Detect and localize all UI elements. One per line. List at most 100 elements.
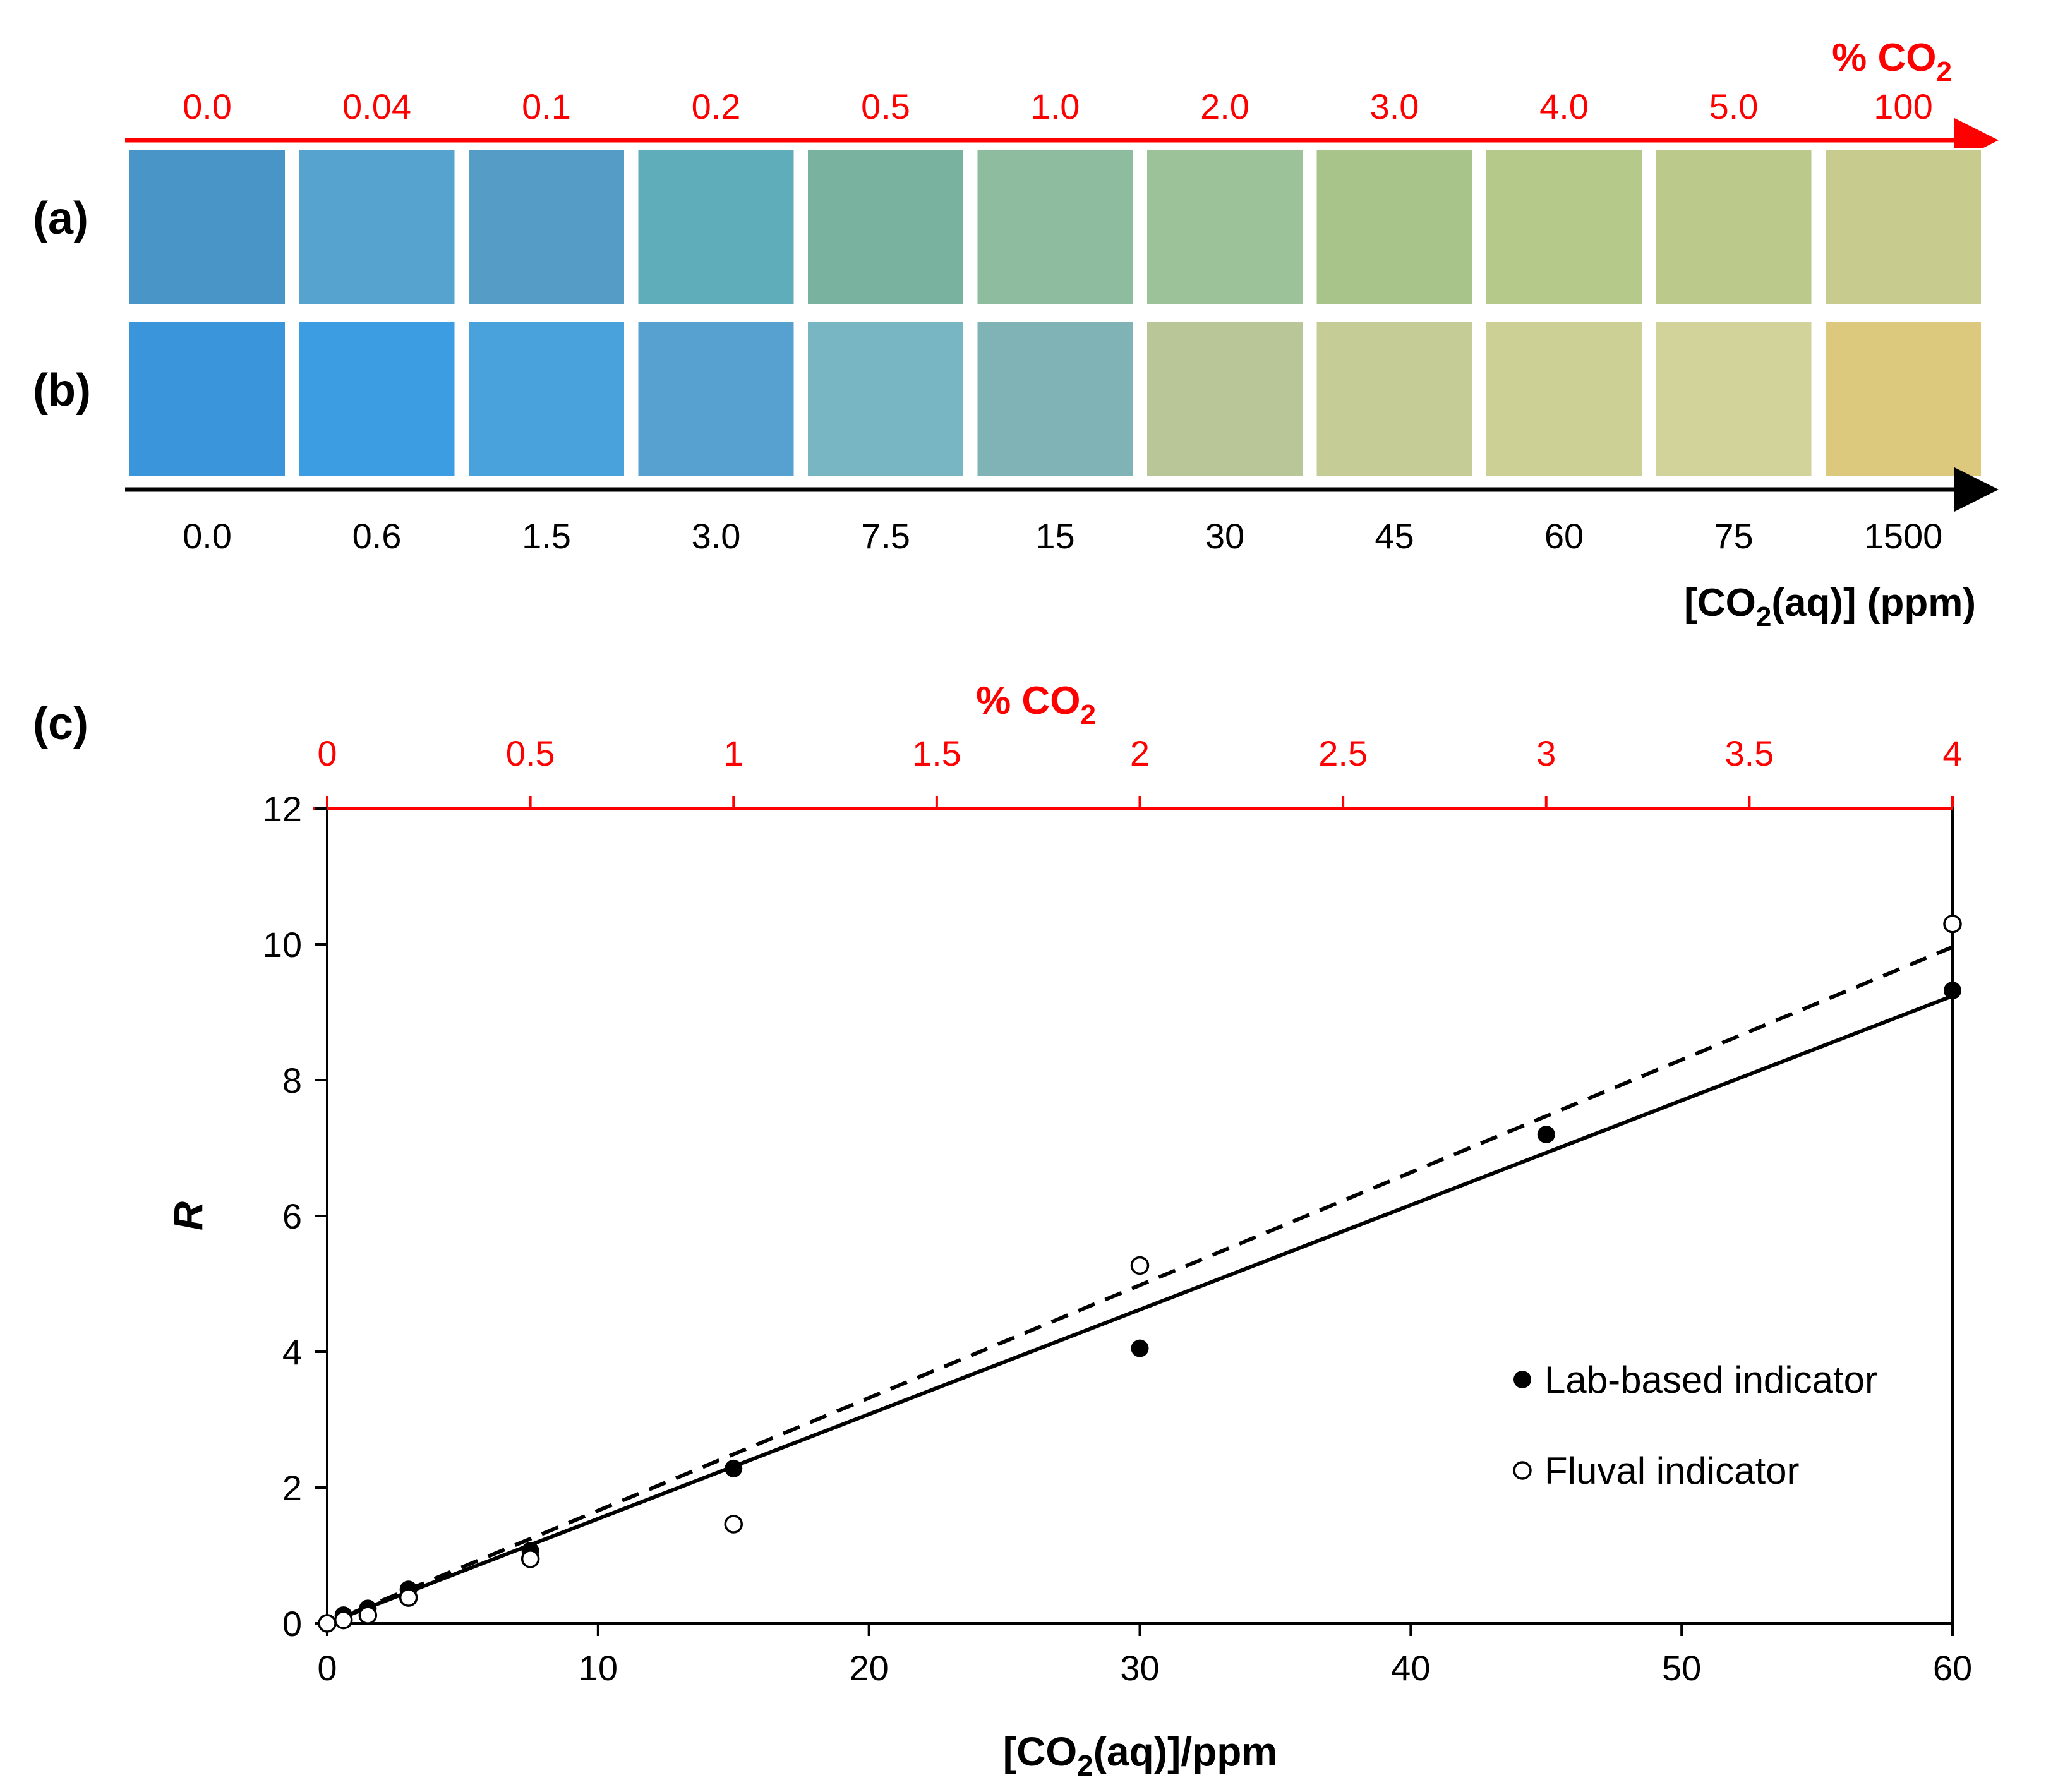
swatch-a-6 [1145, 148, 1305, 307]
top-tick-label-8: 4 [1942, 733, 1962, 773]
fit-lines [326, 945, 1954, 1625]
strip-bottom-tick-8: 60 [1544, 516, 1584, 556]
x-axis-ticks: 0 10 20 30 40 50 60 [317, 1623, 1972, 1688]
y-axis-label: R [165, 1201, 211, 1230]
y-tick-label-1: 2 [282, 1468, 302, 1508]
top-tick-label-7: 3.5 [1724, 733, 1774, 773]
strip-top-tick-4: 0.5 [861, 87, 910, 126]
swatch-a-8 [1484, 148, 1644, 307]
y-tick-label-4: 8 [282, 1061, 302, 1100]
strip-top-tick-5: 1.0 [1031, 87, 1080, 126]
chart-top-axis-title: % CO2 [976, 679, 1096, 730]
point-fluval-3 [399, 1588, 418, 1607]
point-fluval-5 [724, 1515, 743, 1534]
swatch-a-3 [635, 148, 797, 307]
swatch-a-0 [127, 148, 287, 307]
point-fluval-0 [318, 1614, 337, 1633]
legend-marker-lab [1513, 1371, 1531, 1388]
strip-bottom-tick-4: 7.5 [861, 516, 910, 556]
chart-c: % CO2 0 0.5 1 1.5 2 2.5 3 3.5 4 0 2 4 6 8 10 12 0 10 20 3… [165, 679, 1972, 1782]
fit-line-1 [326, 945, 1954, 1625]
legend: Lab-based indicator Fluval indicator [1513, 1359, 1877, 1492]
top-tick-label-4: 2 [1130, 733, 1150, 773]
top-tick-label-1: 0.5 [506, 733, 555, 773]
strip-top-tick-3: 0.2 [692, 87, 741, 126]
point-lab-8 [1944, 982, 1961, 1000]
point-fluval-4 [521, 1549, 540, 1568]
plot-frame [326, 807, 1954, 1625]
y-axis-ticks: 0 2 4 6 8 10 12 [263, 789, 327, 1644]
fit-line-0 [326, 994, 1954, 1625]
x-tick-label-4: 40 [1391, 1648, 1430, 1688]
strip-bottom-axis-title: [CO2(aq)] (ppm) [1684, 581, 1976, 632]
y-tick-label-3: 6 [282, 1196, 302, 1236]
swatch-a-2 [466, 148, 627, 307]
swatch-b-9 [1653, 320, 1814, 479]
strip-bottom-tick-10: 1500 [1864, 516, 1943, 556]
top-tick-label-0: 0 [317, 733, 337, 773]
y-tick-label-6: 12 [263, 789, 302, 829]
top-tick-label-2: 1 [724, 733, 743, 773]
swatch-b-1 [296, 320, 457, 479]
swatch-b-5 [975, 320, 1136, 479]
legend-marker-fluval [1513, 1461, 1532, 1480]
y-tick-label-2: 4 [282, 1332, 302, 1372]
x-tick-label-2: 20 [850, 1648, 889, 1688]
row-label-a: (a) [33, 193, 88, 244]
swatch-b-8 [1484, 320, 1644, 479]
point-fluval-2 [358, 1606, 378, 1625]
point-lab-6 [1131, 1339, 1149, 1357]
top-tick-label-5: 2.5 [1318, 733, 1368, 773]
swatch-a-5 [975, 148, 1136, 307]
x-axis-label: [CO2(aq)]/ppm [1003, 1729, 1277, 1782]
point-fluval-1 [334, 1610, 353, 1630]
point-lab-7 [1537, 1126, 1555, 1143]
strip-top-tick-7: 3.0 [1370, 87, 1419, 126]
top-tick-label-3: 1.5 [912, 733, 961, 773]
legend-label-lab: Lab-based indicator [1544, 1359, 1877, 1401]
data-points [318, 915, 1962, 1633]
strip-top-ticks: 0.0 0.04 0.1 0.2 0.5 1.0 2.0 3.0 4.0 5.0 100 [183, 87, 1933, 126]
strip-bottom-tick-9: 75 [1714, 516, 1753, 556]
swatch-row-b [127, 320, 1983, 479]
strip-bottom-tick-7: 45 [1375, 516, 1414, 556]
swatch-a-10 [1823, 148, 1983, 307]
swatch-b-2 [466, 320, 627, 479]
x-tick-label-6: 60 [1933, 1648, 1972, 1688]
swatch-b-3 [635, 320, 797, 479]
strip-bottom-ticks: 0.0 0.6 1.5 3.0 7.5 15 30 45 60 75 1500 [183, 516, 1942, 556]
chart-top-ticks: 0 0.5 1 1.5 2 2.5 3 3.5 4 [317, 733, 1963, 809]
strip-top-axis-title: % CO2 [1832, 36, 1952, 87]
x-tick-label-0: 0 [317, 1648, 337, 1688]
row-label-b: (b) [33, 365, 91, 416]
strip-bottom-tick-5: 15 [1035, 516, 1074, 556]
strip-bottom-tick-1: 0.6 [352, 516, 402, 556]
swatch-a-7 [1314, 148, 1475, 307]
strip-bottom-tick-3: 3.0 [692, 516, 741, 556]
panel-c-label: (c) [33, 699, 88, 749]
swatch-b-6 [1145, 320, 1305, 479]
point-fluval-7 [1943, 915, 1962, 934]
legend-label-fluval: Fluval indicator [1544, 1450, 1800, 1492]
strip-top-tick-9: 5.0 [1709, 87, 1759, 126]
strip-top-tick-10: 100 [1874, 87, 1932, 126]
swatch-b-0 [127, 320, 287, 479]
point-lab-5 [725, 1459, 743, 1477]
x-tick-label-3: 30 [1120, 1648, 1159, 1688]
swatch-a-9 [1653, 148, 1814, 307]
strip-top-tick-1: 0.04 [342, 87, 411, 126]
strip-bottom-tick-0: 0.0 [183, 516, 232, 556]
strip-top-tick-2: 0.1 [522, 87, 571, 126]
swatch-row-a [127, 148, 1983, 307]
swatch-b-10 [1823, 320, 1983, 479]
swatch-b-4 [805, 320, 966, 479]
strip-bottom-tick-2: 1.5 [522, 516, 571, 556]
strips-panel: % CO2 0.0 0.04 0.1 0.2 0.5 1.0 2.0 3.0 4.0 5.0 100… [33, 36, 1999, 632]
strip-top-tick-6: 2.0 [1200, 87, 1249, 126]
strip-top-tick-8: 4.0 [1539, 87, 1589, 126]
y-tick-label-0: 0 [282, 1604, 302, 1644]
swatch-b-7 [1314, 320, 1475, 479]
swatch-a-1 [296, 148, 457, 307]
x-tick-label-1: 10 [579, 1648, 618, 1688]
